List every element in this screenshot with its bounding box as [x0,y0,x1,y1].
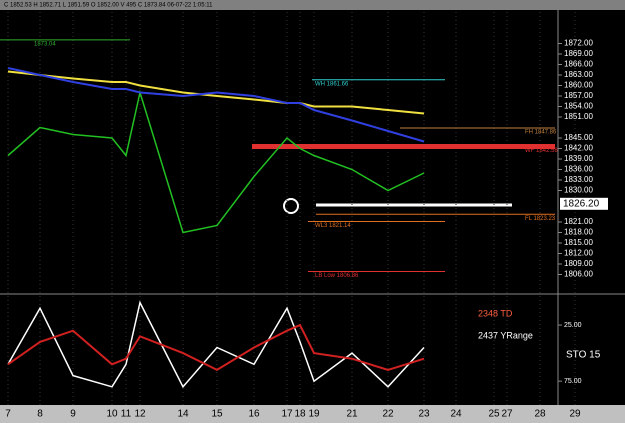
x-tick-label: 27 [501,409,513,420]
x-tick-label: 21 [346,409,358,420]
x-tick-label: 16 [248,409,260,420]
x-tick-label: 7 [5,409,11,420]
x-tick-label: 9 [70,409,76,420]
x-tick-label: 25 [488,409,500,420]
y-tick-label: 1869.00 [564,49,593,58]
y-tick-label: 1830.00 [564,186,593,195]
y-tick-label: 1833.00 [564,175,593,184]
series-line [7,70,425,115]
level-label: FL 1823.23 [525,216,556,222]
annotation: 2348 TD [478,308,513,318]
y-tick-label: 75.00 [564,378,582,385]
y-tick-label: 1851.00 [564,112,593,121]
x-tick-label: 22 [382,409,394,420]
series-line [7,89,425,234]
x-tick-label: 14 [177,409,189,420]
level-label: WL3 1821.14 [315,223,351,229]
last-price-box [560,197,608,210]
x-tick-label: 8 [37,409,43,420]
x-tick-label: 29 [569,409,581,420]
y-tick-label: 1815.00 [564,238,593,247]
annotation: 2437 YRange [478,330,533,340]
x-tick-label: 12 [134,409,146,420]
level-label: LB Low 1806.86 [315,273,359,279]
y-tick-label: 1812.00 [564,249,593,258]
x-tick-label: 24 [450,409,462,420]
level-label: 1873.04 [34,41,56,47]
y-tick-label: 1821.00 [564,217,593,226]
y-tick-label: 1818.00 [564,228,593,237]
x-tick-label: 15 [211,409,223,420]
y-tick-label: 1863.00 [564,70,593,79]
x-tick-label: 19 [308,409,320,420]
y-tick-label: 1872.00 [564,39,593,48]
status-bar [0,0,625,10]
y-tick-label: 1857.00 [564,91,593,100]
level-label: FH 1847.86 [525,130,557,136]
series-line [7,67,425,143]
last-price-label: 1826.20 [563,198,600,209]
y-tick-label: 1806.00 [564,270,593,279]
series-line [7,300,425,389]
indicator-label: STO 15 [566,350,601,361]
series-line [7,323,425,372]
quote-text: C 1852.53 H 1852.71 L 1851.59 O 1852.00 … [4,3,213,9]
y-tick-label: 1866.00 [564,60,593,69]
x-tick-label: 10 [106,409,118,420]
x-tick-label: 11 [121,409,132,420]
y-tick-label: 1860.00 [564,81,593,90]
level-label: WF 1842.58 [525,148,558,154]
drawn-circle [283,198,299,214]
y-tick-label: 1836.00 [564,165,593,174]
level-label: WH 1861.66 [315,81,349,87]
y-tick-label: 1845.00 [564,133,593,142]
x-tick-label: 23 [418,409,430,420]
x-axis-bar [0,405,625,423]
x-tick-label: 28 [534,409,546,420]
y-tick-label: 1842.00 [564,144,593,153]
y-tick-label: 1809.00 [564,259,593,268]
y-tick-label: 1839.00 [564,154,593,163]
x-tick-label: 17 [281,409,293,420]
x-tick-label: 18 [294,409,306,420]
y-tick-label: 1854.00 [564,102,593,111]
y-tick-label: 25.00 [564,322,582,329]
